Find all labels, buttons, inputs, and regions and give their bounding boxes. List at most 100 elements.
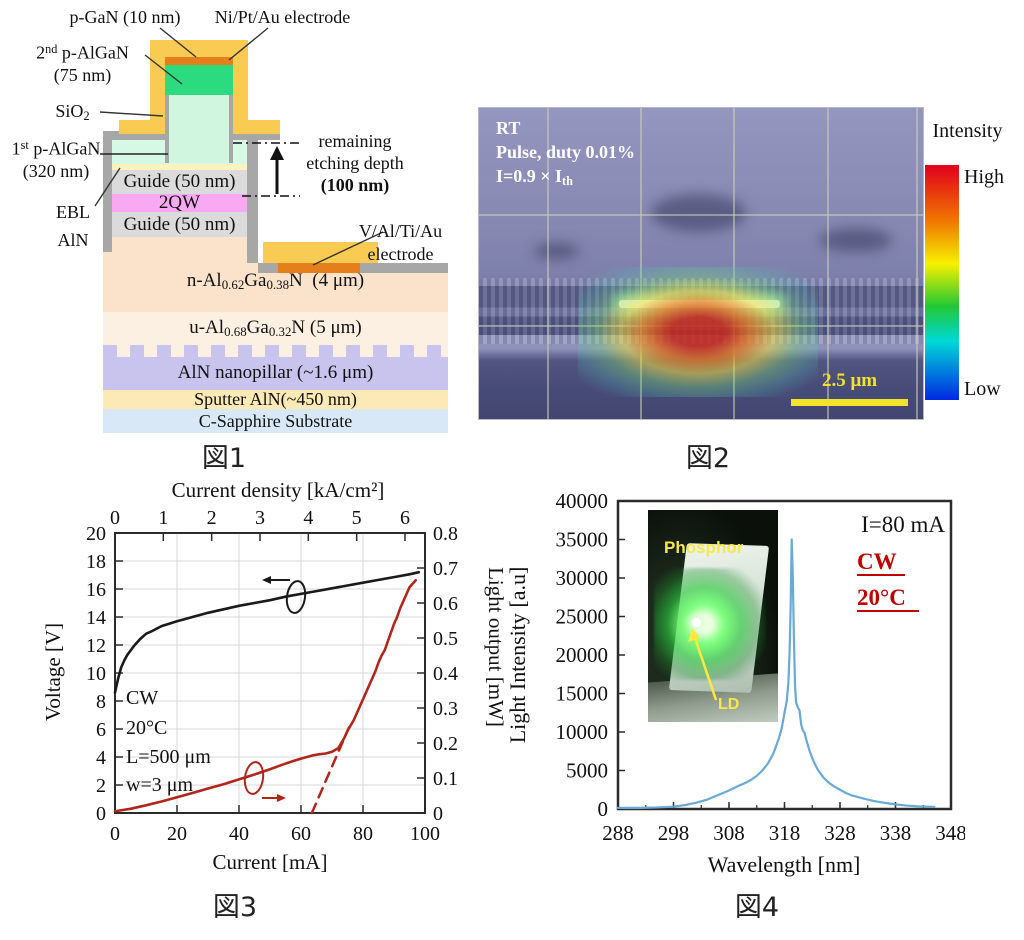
svg-text:Light Intensity [a.u]: Light Intensity [a.u] <box>505 567 530 744</box>
label-1st-p-algan-line2: (320 nm) <box>22 160 90 181</box>
svg-text:328: 328 <box>824 821 856 845</box>
svg-text:318: 318 <box>769 821 801 845</box>
fig2-annotation-current: I=0.9 × Ith <box>496 166 573 189</box>
layer-n-algan-left <box>103 252 258 312</box>
svg-text:20°C: 20°C <box>126 717 167 739</box>
layer-sputter-aln: Sputter AlN(~450 nm) <box>103 389 448 409</box>
svg-text:4: 4 <box>303 507 313 529</box>
svg-text:w=3 μm: w=3 μm <box>126 774 193 796</box>
svg-text:0: 0 <box>96 803 106 825</box>
etch-depth-arrow-head <box>270 146 284 160</box>
fig2-nearfield-image: RT Pulse, duty 0.01% I=0.9 × Ith 2.5 μm <box>478 107 924 420</box>
label-1st-p-algan-line1: 1st p-AlGaN <box>11 138 101 159</box>
svg-text:20°C: 20°C <box>857 585 906 610</box>
ridge-column <box>165 95 233 163</box>
inset-arrow-shaft <box>693 637 718 701</box>
fig2-grid-line <box>479 214 923 216</box>
svg-text:0: 0 <box>110 823 120 845</box>
svg-text:6: 6 <box>400 507 410 529</box>
inset-ld-label: LD <box>718 696 740 713</box>
light-output-curve <box>113 578 418 813</box>
svg-text:10000: 10000 <box>556 720 609 744</box>
svg-text:20: 20 <box>86 523 106 545</box>
nanopillar-teeth-pattern <box>103 345 448 357</box>
fig1-device-schematic: n-Al0.62Ga0.38N (4 μm) u-Al0.68Ga0.32N (… <box>0 0 470 470</box>
svg-text:0: 0 <box>598 797 609 821</box>
label-v-electrode-line1: V/Al/Ti/Au <box>358 221 443 241</box>
svg-text:298: 298 <box>658 821 690 845</box>
svg-text:10: 10 <box>86 663 106 685</box>
label-etch-line2: etching depth <box>306 153 404 173</box>
fig2-scale-bar-label: 2.5 μm <box>821 370 878 391</box>
mesa-right-wall <box>247 140 258 263</box>
label-remaining-etch: remaining etching depth (100 nm) <box>296 130 414 196</box>
layer-guide-bottom: Guide (50 nm) <box>112 212 247 237</box>
n-algan-text: n-Al0.62Ga0.38N (4 μm) <box>186 270 365 293</box>
layer-sapphire-substrate: C-Sapphire Substrate <box>103 409 448 433</box>
fig2-grid-line <box>916 108 918 419</box>
svg-text:0.6: 0.6 <box>433 593 458 615</box>
svg-text:0.3: 0.3 <box>433 698 458 720</box>
inset-arrow <box>688 628 718 701</box>
svg-text:6: 6 <box>96 719 106 741</box>
guide-top-text: Guide (50 nm) <box>123 171 236 192</box>
layer-u-algan: u-Al0.68Ga0.32N (5 μm) <box>103 312 448 345</box>
label-ebl-aln: EBL AlN <box>48 198 98 254</box>
fig2-annotation-rt: RT <box>496 118 521 138</box>
label-2nd-p-algan-line1: 2nd p-AlGaN <box>36 42 129 63</box>
label-v-electrode-line2: electrode <box>367 244 434 264</box>
fig3-caption: 図3 <box>212 892 258 923</box>
light-curve-marker <box>243 761 265 795</box>
svg-text:CW: CW <box>857 549 897 574</box>
svg-text:20: 20 <box>167 823 187 845</box>
svg-text:2: 2 <box>96 775 106 797</box>
label-v-electrode: V/Al/Ti/Au electrode <box>338 220 463 266</box>
label-etch-line3: (100 nm) <box>320 175 390 195</box>
layer-n-algan-label: n-Al0.62Ga0.38N (4 μm) <box>103 252 448 312</box>
svg-text:Current density [kA/cm²]: Current density [kA/cm²] <box>172 478 385 502</box>
fig2-grid-line <box>547 108 549 419</box>
colorbar-high-label: High <box>964 166 1004 188</box>
svg-text:0: 0 <box>433 803 443 825</box>
fig2-grid-line <box>640 108 642 419</box>
electrode-arm-left <box>150 60 165 122</box>
voltage-curve <box>113 570 421 694</box>
svg-text:18: 18 <box>86 551 106 573</box>
label-ebl-line1: EBL <box>56 202 90 222</box>
electrode-arm-right <box>233 60 248 122</box>
svg-text:15000: 15000 <box>556 682 609 706</box>
label-p-gan: p-GaN (10 nm) <box>69 7 181 27</box>
svg-text:80: 80 <box>353 823 373 845</box>
fig2-emission-hotspot <box>578 267 818 397</box>
label-1st-p-algan: 1st p-AlGaN (320 nm) <box>0 134 112 182</box>
svg-text:20000: 20000 <box>556 643 609 667</box>
svg-text:8: 8 <box>96 691 106 713</box>
svg-text:60: 60 <box>291 823 311 845</box>
fig3-liv-chart: 0 1 2 3 4 5 60 20 40 60 80 1000246810121416182000.1… <box>41 478 508 874</box>
fig1-caption: 図1 <box>201 443 247 474</box>
label-sio2: SiO2 <box>55 101 90 124</box>
intensity-colorbar <box>925 165 959 400</box>
u-algan-text: u-Al0.68Ga0.32N (5 μm) <box>189 316 362 340</box>
voltage-arrow-head <box>262 576 271 584</box>
svg-text:40000: 40000 <box>556 489 609 513</box>
svg-text:I=80 mA: I=80 mA <box>861 512 945 537</box>
svg-text:4: 4 <box>96 747 106 769</box>
fig2-grid-line <box>827 108 829 419</box>
svg-text:0.1: 0.1 <box>433 768 458 790</box>
sputter-text: Sputter AlN(~450 nm) <box>194 389 357 409</box>
guide-bottom-text: Guide (50 nm) <box>123 213 236 235</box>
svg-text:288: 288 <box>602 821 634 845</box>
svg-text:0.4: 0.4 <box>433 663 458 685</box>
svg-text:5: 5 <box>352 507 362 529</box>
svg-text:0: 0 <box>110 507 120 529</box>
layer-ebl-aln <box>112 164 247 170</box>
layer-2qw: 2QW <box>112 192 247 213</box>
svg-text:Current [mA]: Current [mA] <box>213 850 328 874</box>
electrode-brim-right <box>233 120 280 134</box>
fig2-smudge <box>534 243 579 259</box>
svg-text:CW: CW <box>126 687 158 709</box>
svg-text:1: 1 <box>158 507 168 529</box>
fig2-grid-line <box>733 108 735 419</box>
fig4-caption: 図4 <box>734 892 780 923</box>
